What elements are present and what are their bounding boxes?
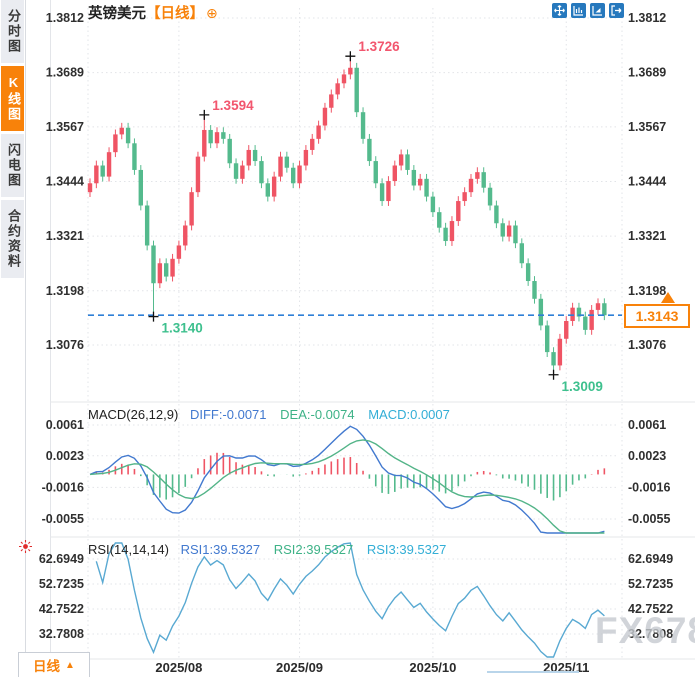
- exit-fullscreen-icon[interactable]: [609, 3, 624, 18]
- svg-text:1.3444: 1.3444: [628, 174, 666, 188]
- svg-text:1.3198: 1.3198: [46, 284, 84, 298]
- chart-scroll-icon[interactable]: [590, 3, 605, 18]
- period-up-triangle-icon: ▲: [65, 659, 75, 671]
- svg-text:2025/08: 2025/08: [155, 660, 202, 675]
- period-selector-label: 日线: [33, 659, 61, 674]
- svg-text:1.3140: 1.3140: [162, 321, 203, 336]
- svg-text:-0.0055: -0.0055: [628, 512, 670, 526]
- rsi-params-label: RSI(14,14,14): [88, 542, 169, 557]
- svg-text:62.6949: 62.6949: [39, 552, 84, 566]
- svg-text:1.3009: 1.3009: [562, 379, 603, 394]
- chart-title: 英镑美元【日线】 ⊕: [88, 2, 218, 23]
- axis-range-icon[interactable]: [571, 3, 586, 18]
- panel-left-border: [50, 0, 51, 676]
- sidebar-tab-contract-info[interactable]: 合约资料: [1, 200, 24, 278]
- period-tag: 【日线】: [146, 6, 204, 22]
- svg-text:0.0061: 0.0061: [46, 418, 84, 432]
- symbol-name: 英镑美元: [88, 6, 146, 22]
- svg-text:2025/10: 2025/10: [409, 660, 456, 675]
- panel-separators: [50, 401, 695, 660]
- macd-macd-value: MACD:0.0007: [368, 407, 450, 422]
- macd-params-label: MACD(26,12,9): [88, 407, 179, 422]
- add-indicator-icon[interactable]: ⊕: [206, 5, 218, 21]
- svg-text:52.7235: 52.7235: [628, 577, 673, 591]
- gridlines: [87, 8, 623, 658]
- rsi-line: [95, 542, 605, 658]
- svg-text:1.3726: 1.3726: [358, 39, 400, 54]
- svg-text:1.3812: 1.3812: [46, 11, 84, 25]
- live-blink-icon: [18, 539, 33, 554]
- price-up-arrow-icon: [661, 292, 675, 303]
- svg-text:-0.0016: -0.0016: [628, 480, 670, 494]
- svg-text:52.7235: 52.7235: [39, 577, 84, 591]
- scrollbar-indicator[interactable]: [487, 671, 579, 673]
- svg-text:1.3567: 1.3567: [46, 120, 84, 134]
- svg-text:2025/09: 2025/09: [276, 660, 323, 675]
- macd-histogram: [95, 452, 606, 501]
- svg-text:-0.0016: -0.0016: [42, 480, 84, 494]
- svg-text:1.3689: 1.3689: [628, 66, 666, 80]
- svg-text:1.3567: 1.3567: [628, 120, 666, 134]
- svg-text:32.7808: 32.7808: [628, 627, 673, 641]
- sidebar-tab-time-chart[interactable]: 分时图: [1, 0, 24, 63]
- period-selector[interactable]: 日线 ▲: [18, 652, 90, 677]
- sidebar-tab-kline-chart[interactable]: K线图: [1, 66, 24, 131]
- svg-text:1.3076: 1.3076: [46, 338, 84, 352]
- sidebar: 分时图 K线图 闪电图 合约资料: [0, 0, 26, 676]
- svg-text:1.3594: 1.3594: [212, 98, 254, 113]
- month-axis-labels: 2025/08 2025/09 2025/10 2025/11: [155, 660, 589, 675]
- rsi1-value: RSI1:39.5327: [180, 542, 261, 557]
- chart-toolbar: [552, 3, 624, 18]
- pan-crosshair-icon[interactable]: [552, 3, 567, 18]
- sidebar-tab-lightning-chart[interactable]: 闪电图: [1, 134, 24, 197]
- svg-text:-0.0055: -0.0055: [42, 512, 84, 526]
- macd-dea-line: [89, 439, 605, 534]
- axis-labels: 1.3812 1.3812 1.3689 1.3689 1.3567 1.3567 1.34…: [39, 11, 673, 641]
- svg-text:42.7522: 42.7522: [39, 602, 84, 616]
- rsi3-value: RSI3:39.5327: [366, 542, 447, 557]
- svg-text:0.0023: 0.0023: [46, 449, 84, 463]
- macd-diff-value: DIFF:-0.0071: [189, 407, 267, 422]
- macd-legend: MACD(26,12,9) DIFF:-0.0071 DEA:-0.0074 M…: [88, 407, 450, 422]
- svg-text:0.0061: 0.0061: [628, 418, 666, 432]
- price-annotations: 1.3594 1.3726 1.3140 1.3009: [148, 39, 603, 394]
- svg-text:1.3076: 1.3076: [628, 338, 666, 352]
- current-price-tag[interactable]: 1.3143: [624, 304, 690, 328]
- rsi2-value: RSI2:39.5327: [273, 542, 354, 557]
- svg-text:1.3321: 1.3321: [628, 229, 666, 243]
- svg-text:1.3198: 1.3198: [628, 284, 666, 298]
- svg-text:0.0023: 0.0023: [628, 449, 666, 463]
- svg-text:32.7808: 32.7808: [39, 627, 84, 641]
- rsi-legend: RSI(14,14,14) RSI1:39.5327 RSI2:39.5327 …: [88, 542, 446, 557]
- macd-dea-value: DEA:-0.0074: [280, 407, 355, 422]
- svg-text:62.6949: 62.6949: [628, 552, 673, 566]
- svg-text:42.7522: 42.7522: [628, 602, 673, 616]
- svg-text:1.3321: 1.3321: [46, 229, 84, 243]
- svg-text:1.3444: 1.3444: [46, 174, 84, 188]
- candlesticks: [87, 56, 607, 375]
- macd-diff-line: [89, 425, 605, 534]
- svg-text:1.3689: 1.3689: [46, 66, 84, 80]
- svg-text:1.3812: 1.3812: [628, 11, 666, 25]
